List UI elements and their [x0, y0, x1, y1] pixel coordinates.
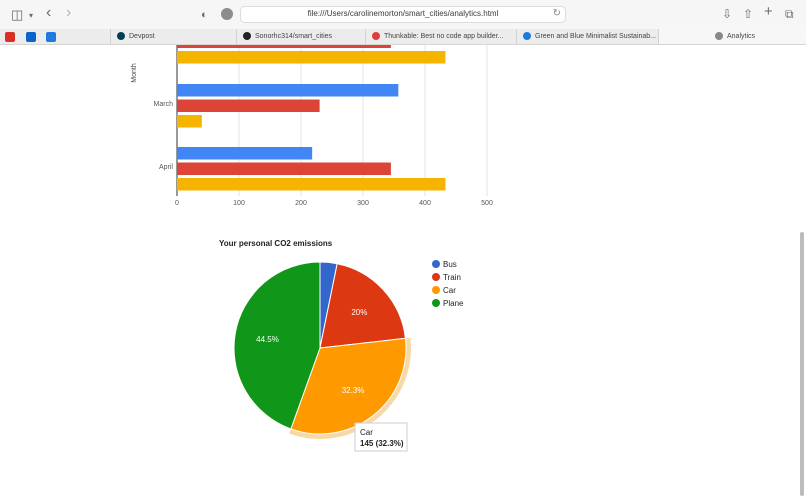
url-text: file:///Users/carolinemorton/smart_citie… [307, 9, 499, 18]
legend-label: Train [443, 273, 461, 282]
chevron-down-icon[interactable]: ▾ [29, 11, 34, 20]
tab-analytics[interactable]: Analytics [658, 29, 806, 44]
share-icon[interactable]: ⇧ [743, 7, 754, 21]
bar-chart: 0 100 200 300 400 500 Month March April [131, 45, 493, 207]
sidebar-toggle-icon[interactable]: ◫ [11, 7, 24, 22]
tab-label: Thunkable: Best no code app builder... [384, 33, 504, 40]
tab-devpost[interactable]: Devpost [110, 29, 210, 44]
category-label: March [154, 101, 174, 108]
devpost-icon [117, 32, 125, 40]
x-tick-label: 200 [295, 200, 307, 207]
back-arrow-icon[interactable]: ‹ [46, 4, 52, 21]
bar[interactable] [177, 51, 446, 64]
tooltip-box [354, 422, 408, 452]
tab-canva[interactable]: Green and Blue Minimalist Sustainab... [516, 29, 658, 44]
bar[interactable] [177, 45, 391, 48]
pie-slice-label: 44.5% [256, 335, 279, 344]
bar[interactable] [177, 178, 446, 191]
address-bar[interactable]: file:///Users/carolinemorton/smart_citie… [240, 6, 566, 23]
x-tick-label: 400 [419, 200, 431, 207]
tooltip-value: 145 (32.3%) [360, 439, 404, 448]
bar[interactable] [177, 99, 320, 113]
legend-marker [432, 273, 440, 281]
page-content: 0 100 200 300 400 500 Month March April 20% 32.3%… [0, 45, 806, 504]
pie-slice[interactable] [319, 263, 407, 349]
legend-marker [432, 260, 440, 268]
github-icon [243, 32, 251, 40]
tab-label: Sonorhc314/smart_cities [255, 33, 333, 40]
tab-label: Devpost [129, 33, 155, 40]
tab-label: Green and Blue Minimalist Sustainab... [535, 33, 657, 40]
bar[interactable] [177, 115, 202, 128]
bar[interactable] [177, 84, 399, 97]
pie-chart: 20% 32.3% 44.5% Bus Train Car Plane Car 145 (32.… [233, 260, 464, 452]
pie-slice-label: 20% [351, 308, 367, 317]
shield-icon[interactable]: ◐ [201, 9, 208, 21]
outlook-icon[interactable] [26, 32, 36, 42]
x-tick-label: 500 [481, 200, 493, 207]
downloads-icon[interactable]: ⇩ [722, 7, 733, 21]
legend-label: Bus [443, 260, 457, 269]
compass-icon [715, 32, 723, 40]
thunkable-icon [372, 32, 380, 40]
tab-label: Analytics [727, 33, 756, 40]
legend-label: Car [443, 286, 456, 295]
tooltip-title: Car [360, 428, 373, 437]
pie-slice[interactable] [290, 337, 407, 435]
legend-marker [432, 286, 440, 294]
category-label: April [159, 164, 173, 171]
pie-slice[interactable] [233, 261, 321, 430]
legend-label: Plane [443, 299, 464, 308]
pie-chart-title: Your personal CO2 emissions [219, 239, 333, 248]
reload-icon[interactable]: ↻ [552, 8, 561, 19]
tab-bar: Devpost Sonorhc314/smart_cities Thunkabl… [0, 29, 806, 45]
pie-slice-label: 32.3% [342, 386, 365, 395]
forward-arrow-icon[interactable]: › [66, 4, 72, 21]
legend-marker [432, 299, 440, 307]
bar[interactable] [177, 147, 313, 160]
tab-github[interactable]: Sonorhc314/smart_cities [236, 29, 360, 44]
x-tick-label: 100 [233, 200, 245, 207]
bar[interactable] [177, 162, 391, 176]
new-tab-icon[interactable]: + [764, 3, 773, 20]
gmail-icon[interactable] [5, 32, 15, 42]
x-tick-label: 300 [357, 200, 369, 207]
tab-overview-icon[interactable]: ⧉ [785, 7, 794, 21]
browser-toolbar: ◫ ▾ ‹ › ◐ file:///Users/carolinemorton/s… [0, 0, 806, 29]
tab-thunkable[interactable]: Thunkable: Best no code app builder... [365, 29, 509, 44]
calendar-icon[interactable] [46, 32, 56, 42]
privacy-report-icon[interactable] [221, 8, 233, 20]
y-axis-label: Month [131, 63, 138, 83]
canva-icon [523, 32, 531, 40]
scrollbar[interactable] [800, 232, 804, 496]
x-tick-label: 0 [175, 200, 179, 207]
